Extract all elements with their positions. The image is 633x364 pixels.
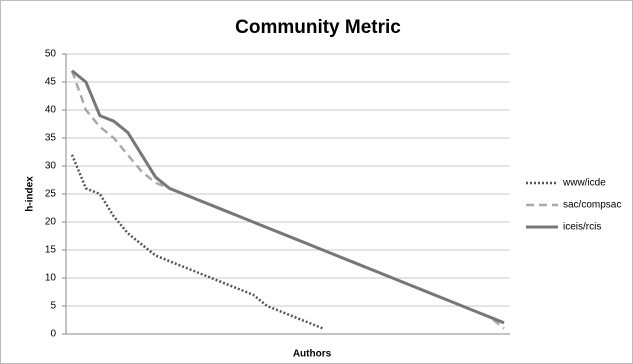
y-tick-label: 45 xyxy=(45,77,57,88)
chart-title: Community Metric xyxy=(235,17,401,38)
series-line xyxy=(71,69,505,325)
y-tick-label: 20 xyxy=(45,217,57,228)
y-tick-label: 35 xyxy=(45,133,57,144)
y-tick-label: 25 xyxy=(45,189,57,200)
legend-label: www/icde xyxy=(562,178,606,189)
y-tick-label: 30 xyxy=(45,161,57,172)
legend-label: sac/compsac xyxy=(563,200,621,211)
y-tick-label: 40 xyxy=(45,105,57,116)
legend-label: iceis/rcis xyxy=(563,222,601,233)
x-axis-label: Authors xyxy=(293,349,332,360)
y-tick-label: 0 xyxy=(50,329,56,340)
y-axis-label: h-index xyxy=(25,176,36,212)
y-tick-label: 5 xyxy=(50,301,56,312)
y-tick-label: 50 xyxy=(45,49,57,60)
y-tick-label: 10 xyxy=(45,273,57,284)
series-line xyxy=(70,154,324,330)
y-tick-label: 15 xyxy=(45,245,57,256)
